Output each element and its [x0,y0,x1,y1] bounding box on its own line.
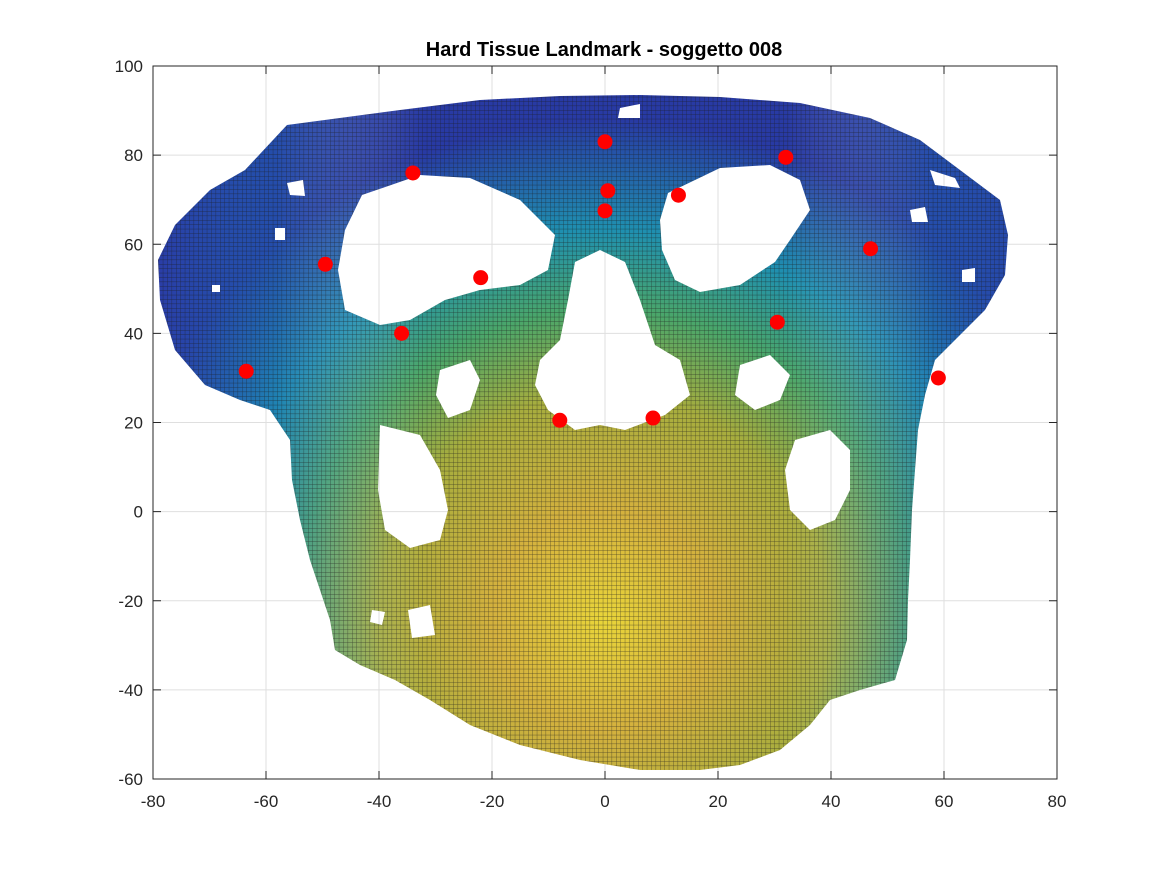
y-tick-label-1: -40 [118,681,143,700]
landmark-point-2 [405,165,421,181]
x-tick-label-3: -20 [480,792,505,811]
y-axis: -60 -40 -20 0 20 40 60 80 100 [115,57,1057,789]
landmark-point-4 [670,187,686,203]
y-tick-label-0: -60 [118,770,143,789]
y-tick-label-2: -20 [118,592,143,611]
x-axis: -80 -60 -40 -20 0 20 40 60 80 [141,66,1067,811]
landmark-point-6 [863,241,879,257]
x-tick-label-5: 20 [709,792,728,811]
y-tick-label-3: 0 [134,503,143,522]
x-tick-label-0: -80 [141,792,166,811]
landmark-point-13 [552,412,568,428]
y-tick-label-4: 20 [124,414,143,433]
landmark-point-9 [769,314,785,330]
landmark-point-5 [597,203,613,219]
landmark-point-10 [394,325,410,341]
y-tick-label-6: 60 [124,235,143,254]
skull-surface [153,90,1020,779]
chart-title: Hard Tissue Landmark - soggetto 008 [426,39,782,61]
x-tick-label-7: 60 [935,792,954,811]
landmark-point-8 [473,270,489,286]
landmark-points [238,134,946,428]
x-tick-label-4: 0 [600,792,609,811]
landmark-point-0 [597,134,613,150]
x-tick-label-6: 40 [822,792,841,811]
x-tick-label-2: -40 [367,792,392,811]
y-tick-label-8: 100 [115,57,143,76]
x-tick-label-1: -60 [254,792,279,811]
landmark-point-1 [778,149,794,165]
y-tick-label-5: 40 [124,324,143,343]
landmark-point-11 [238,363,254,379]
landmark-point-7 [317,256,333,272]
y-tick-label-7: 80 [124,146,143,165]
landmark-point-14 [645,410,661,426]
landmark-point-3 [600,183,616,199]
x-tick-label-8: 80 [1048,792,1067,811]
landmark-point-12 [930,370,946,386]
